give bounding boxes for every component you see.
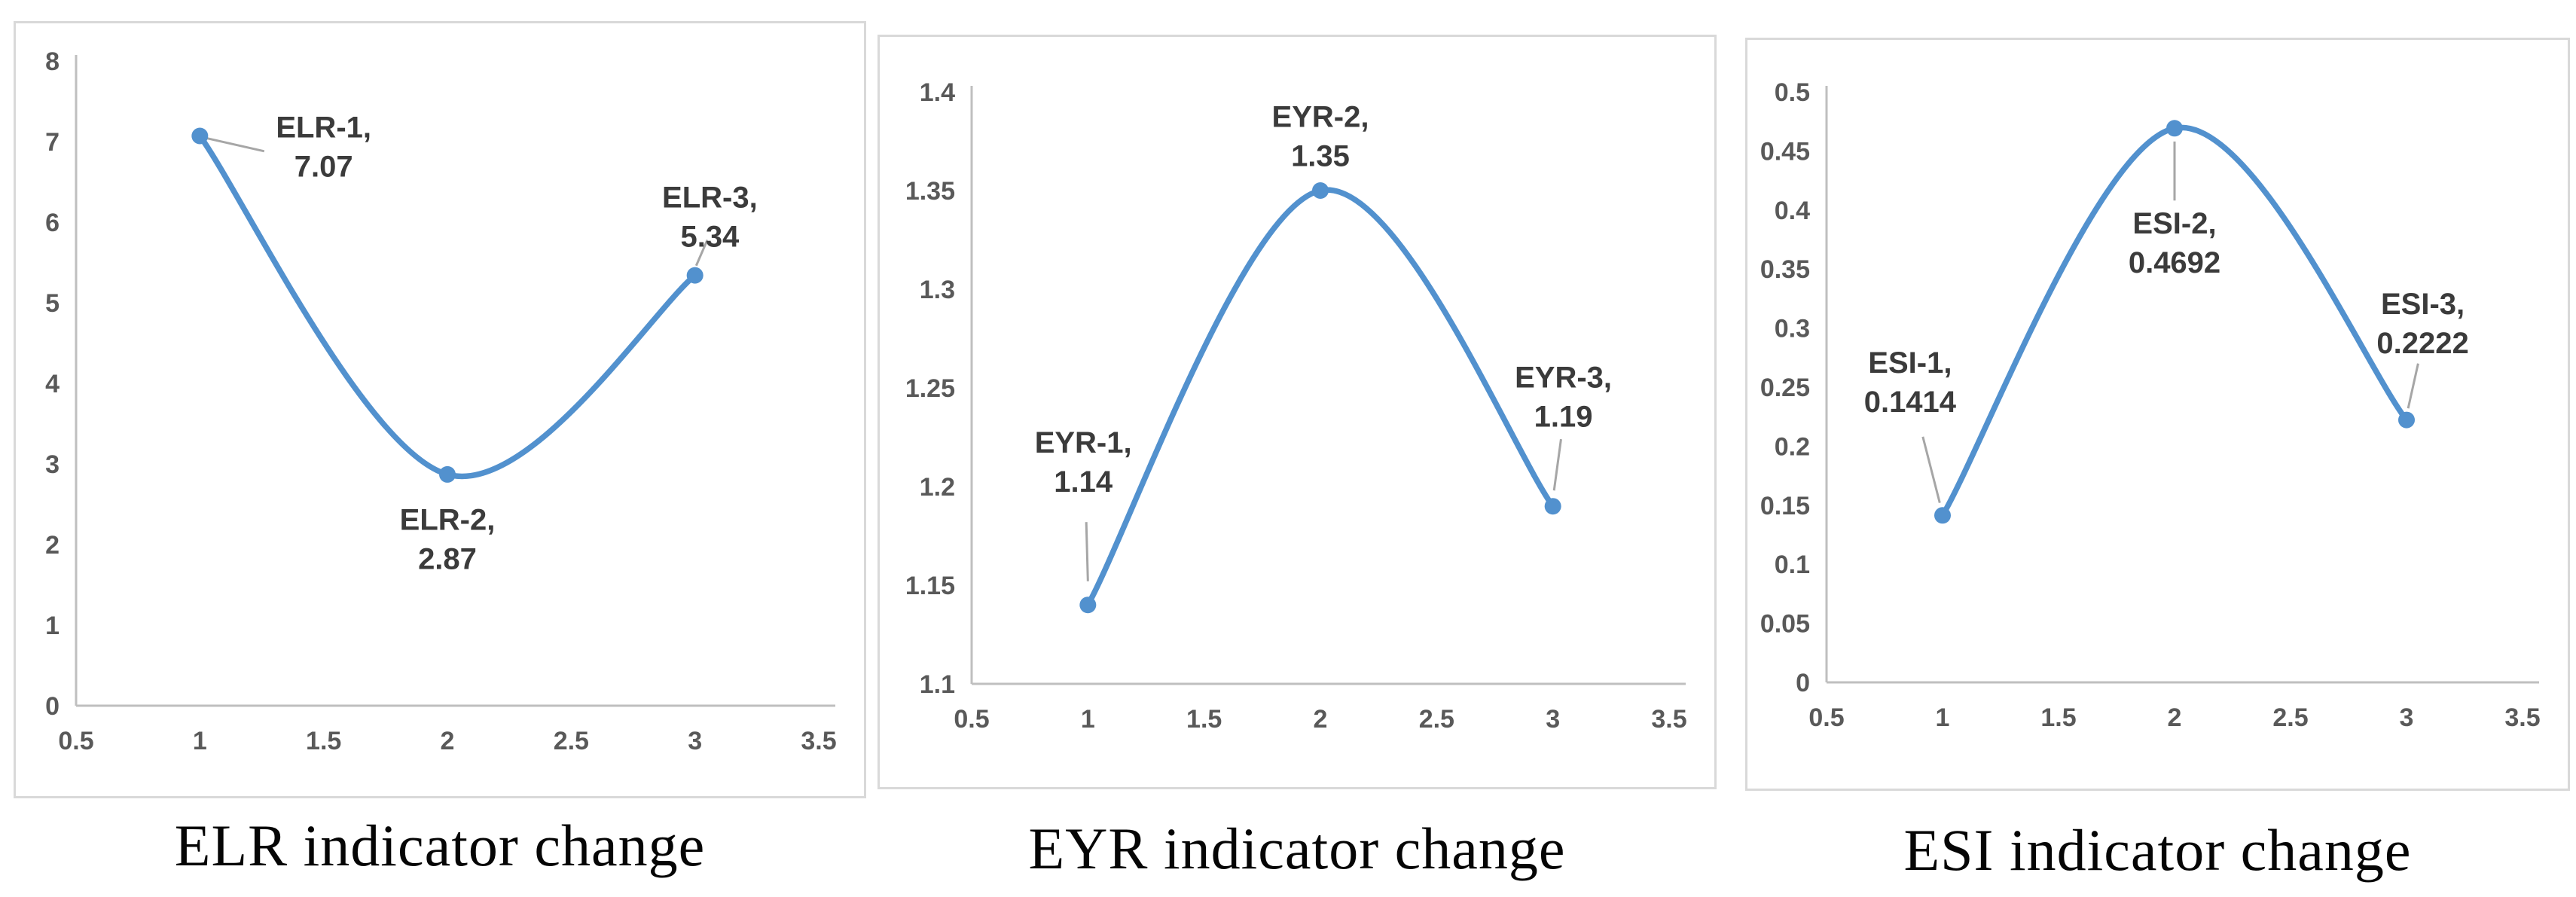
x-tick-label: 3 [2400,703,2414,732]
data-label-value: 7.07 [295,150,353,183]
data-label-leader-line [206,137,265,153]
x-tick-label: 1.5 [306,727,341,755]
y-tick-label: 0 [45,692,60,721]
data-label-name: EYR-3, [1515,361,1612,394]
data-label-value: 2.87 [418,542,477,575]
series-line [197,133,698,480]
y-tick-label: 8 [45,47,60,76]
series-line [1085,187,1556,608]
data-label-value: 5.34 [680,220,740,253]
y-tick-label: 0.35 [1760,255,1810,284]
x-tick-label: 3.5 [1651,705,1686,734]
y-tick-label: 3 [45,450,60,479]
x-tick-label: 2 [2168,703,2182,732]
y-tick-label: 1.35 [905,177,955,206]
data-label-leader-line [1085,522,1089,581]
x-tick-label: 2 [441,727,455,755]
y-tick-label: 0.25 [1760,374,1810,402]
x-tick-label: 0.5 [954,705,989,734]
x-tick-label: 0.5 [58,727,93,755]
x-tick-label: 2.5 [554,727,589,755]
y-tick-label: 0.2 [1775,432,1810,461]
elr-line-chart: 0 1 2 3 4 5 6 7 8 0.5 1 1.5 2 2.5 3 3.5 ELR-1, 7.07 ELR-2,… [45,47,837,755]
data-label-name: ELR-1, [276,111,371,144]
y-tick-label: 1.4 [920,78,955,107]
chart-panel-esi: 0 0.05 0.1 0.15 0.2 0.25 0.3 0.35 0.4 0.45 0.5 0.5 1… [1745,38,2570,791]
x-tick-label: 2 [1314,705,1328,734]
x-tick-label: 3 [1546,705,1560,734]
data-label-name: EYR-2, [1272,101,1369,134]
y-tick-label: 4 [45,370,60,398]
x-tick-label: 1.5 [1186,705,1222,734]
data-label-leader-line [2407,363,2419,409]
y-tick-label: 0.3 [1775,315,1810,343]
data-label-leader-line [1552,438,1562,491]
data-label-name: ESI-1, [1868,346,1952,380]
y-tick-label: 0 [1796,669,1810,697]
data-point-marker [2398,411,2415,429]
y-tick-label: 0.4 [1775,197,1810,225]
data-label-value: 0.4692 [2129,246,2220,279]
data-point-marker [686,267,704,284]
data-label-value: 1.19 [1534,400,1593,433]
data-label-name: ELR-3, [662,181,758,214]
x-tick-label: 0.5 [1808,703,1844,732]
data-label-name: ELR-2, [400,503,496,536]
data-label-name: EYR-1, [1035,426,1132,459]
chart-caption-elr: ELR indicator change [174,813,706,878]
data-point-marker [2166,120,2183,137]
y-tick-label: 6 [45,209,60,237]
data-label-value: 0.1414 [1864,386,1957,419]
y-tick-label: 0.1 [1775,551,1810,579]
y-tick-label: 1.15 [905,572,955,600]
data-label-value: 1.35 [1291,140,1350,173]
y-tick-label: 1.25 [905,374,955,403]
x-tick-label: 3 [688,727,702,755]
data-label-leader-line [1921,436,1941,504]
data-label-name: ESI-2, [2132,207,2216,240]
data-label-value: 0.2222 [2376,327,2468,360]
chart-caption-esi: ESI indicator change [1903,817,2412,883]
x-tick-label: 3.5 [2504,703,2540,732]
y-tick-label: 0.5 [1775,78,1810,107]
x-tick-label: 1 [1936,703,1950,732]
chart-caption-eyr: EYR indicator change [1028,816,1566,881]
x-tick-label: 1.5 [2040,703,2076,732]
y-tick-label: 1.3 [920,276,955,304]
y-tick-label: 7 [45,128,60,157]
x-tick-label: 3.5 [801,727,836,755]
data-point-marker [1544,498,1561,515]
data-point-marker [439,465,456,483]
data-point-marker [1934,507,1951,524]
y-tick-label: 0.15 [1760,492,1810,520]
eyr-line-chart: 1.1 1.15 1.2 1.25 1.3 1.35 1.4 0.5 1 1.5 2 2.5 3 3.5 E… [905,78,1687,734]
y-tick-label: 2 [45,531,60,560]
chart-panel-elr: 0 1 2 3 4 5 6 7 8 0.5 1 1.5 2 2.5 3 3.5 ELR-1, 7.07 ELR-2,… [14,21,866,798]
y-tick-label: 1.2 [920,473,955,502]
data-label-value: 1.14 [1054,465,1113,499]
esi-line-chart: 0 0.05 0.1 0.15 0.2 0.25 0.3 0.35 0.4 0.45 0.5 0.5 1… [1760,78,2541,732]
x-tick-label: 2.5 [2272,703,2308,732]
data-point-marker [1312,182,1329,199]
y-tick-label: 1 [45,612,60,640]
data-label-leader-line [694,239,709,267]
y-tick-label: 1.1 [920,670,955,699]
x-tick-label: 2.5 [1419,705,1454,734]
y-tick-label: 0.45 [1760,137,1810,166]
y-tick-label: 5 [45,289,60,318]
y-tick-label: 0.05 [1760,610,1810,639]
data-label-name: ESI-3, [2381,288,2465,321]
data-point-marker [1079,596,1097,614]
data-point-marker [191,127,209,145]
x-tick-label: 1 [1081,705,1095,734]
x-tick-label: 1 [193,727,207,755]
chart-panel-eyr: 1.1 1.15 1.2 1.25 1.3 1.35 1.4 0.5 1 1.5 2 2.5 3 3.5 E… [877,35,1717,789]
